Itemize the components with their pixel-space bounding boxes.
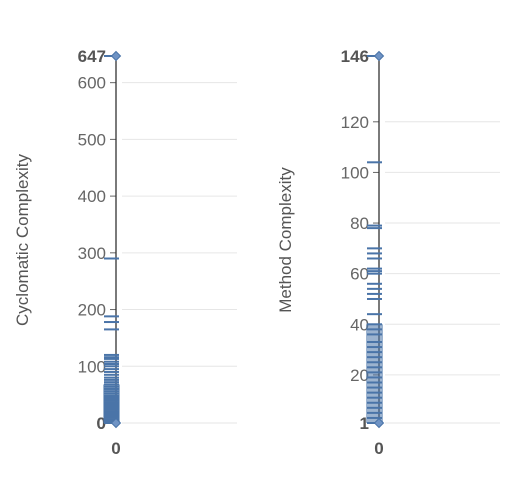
y-tick-label: 80 bbox=[350, 214, 369, 233]
y-axis-title: Method Complexity bbox=[276, 167, 295, 313]
max-marker bbox=[110, 50, 122, 62]
x-tick-label: 0 bbox=[374, 439, 383, 458]
max-marker bbox=[373, 50, 385, 62]
x-tick-label: 0 bbox=[111, 439, 120, 458]
data-point-cluster bbox=[366, 324, 383, 423]
data-point-cluster bbox=[103, 384, 120, 423]
y-tick-label: 20 bbox=[350, 366, 369, 385]
method-complexity-panel: 20 40 60 80 100 120 1 146 0 Method Complexity bbox=[276, 47, 500, 458]
y-max-label: 146 bbox=[341, 47, 369, 66]
y-tick-label: 120 bbox=[341, 113, 369, 132]
y-min-label: 1 bbox=[360, 414, 369, 433]
min-marker bbox=[373, 417, 385, 429]
y-tick-label: 600 bbox=[78, 74, 106, 93]
y-tick-label: 60 bbox=[350, 265, 369, 284]
y-tick-label: 100 bbox=[78, 357, 106, 376]
y-tick-label: 0 bbox=[97, 414, 106, 433]
y-max-label: 647 bbox=[78, 47, 106, 66]
y-tick-label: 400 bbox=[78, 187, 106, 206]
y-axis-title: Cyclomatic Complexity bbox=[13, 154, 32, 326]
y-tick-label: 200 bbox=[78, 301, 106, 320]
y-tick-label: 300 bbox=[78, 244, 106, 263]
y-tick-label: 500 bbox=[78, 130, 106, 149]
y-tick-label: 100 bbox=[341, 163, 369, 182]
y-tick-label: 40 bbox=[350, 315, 369, 334]
y-min-label: 0 bbox=[97, 414, 106, 433]
min-marker bbox=[110, 417, 122, 429]
